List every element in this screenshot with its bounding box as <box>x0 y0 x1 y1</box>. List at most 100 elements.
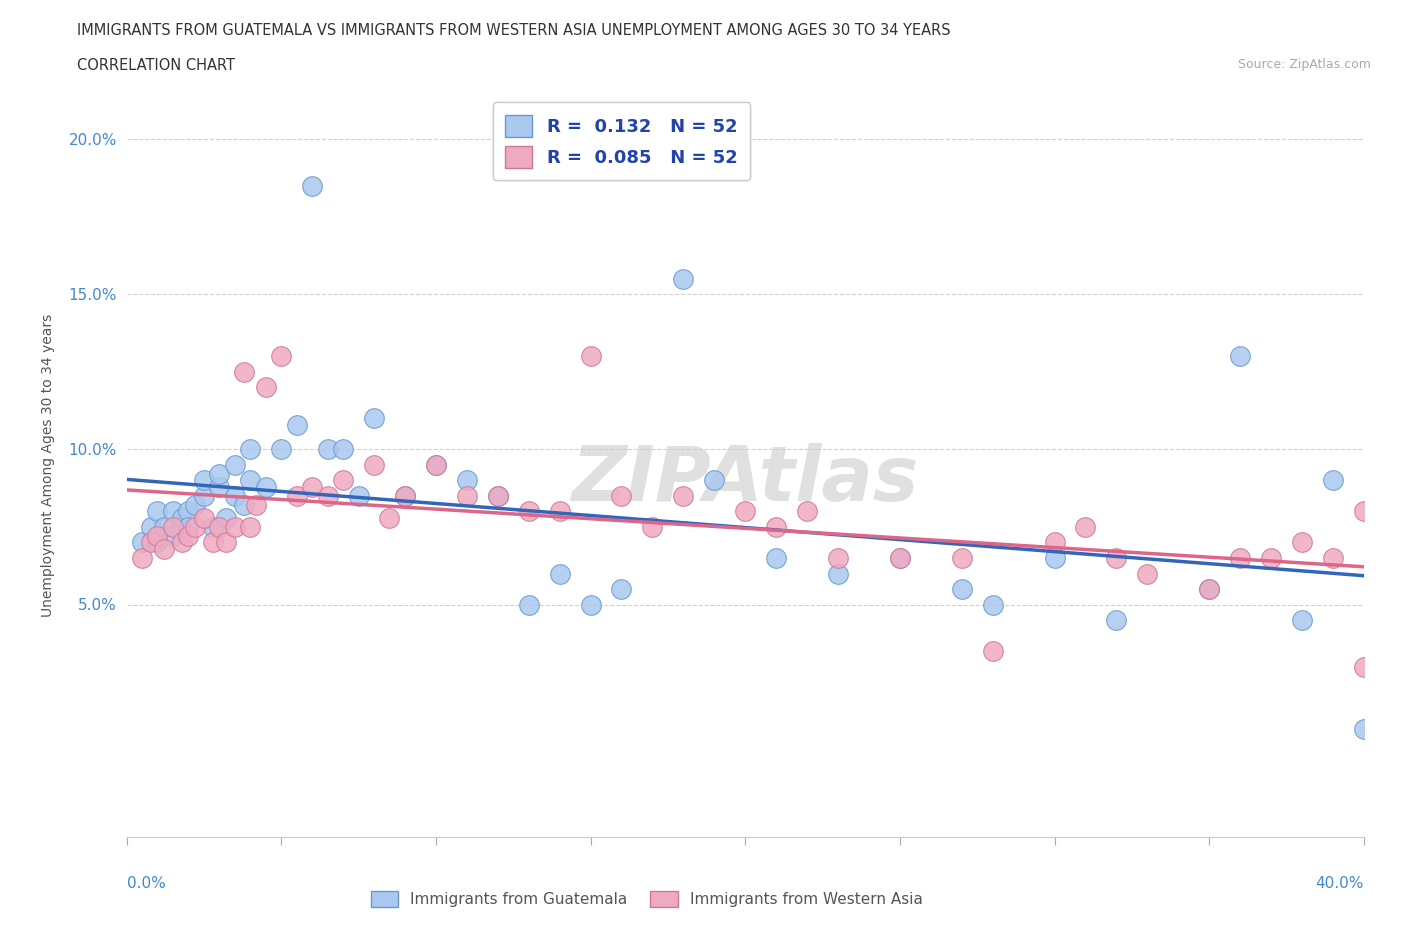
Point <box>672 272 695 286</box>
Point <box>1353 659 1375 674</box>
Point <box>889 551 911 565</box>
Point <box>233 365 256 379</box>
Point <box>796 504 818 519</box>
Point <box>889 551 911 565</box>
Point <box>1322 551 1344 565</box>
Point <box>765 520 787 535</box>
Point <box>162 504 184 519</box>
Point <box>827 566 849 581</box>
Point <box>1291 613 1313 628</box>
Point <box>131 535 153 550</box>
Point <box>202 535 225 550</box>
Point <box>1353 721 1375 736</box>
Point <box>765 551 787 565</box>
Point <box>1229 349 1251 364</box>
Legend: Immigrants from Guatemala, Immigrants from Western Asia: Immigrants from Guatemala, Immigrants fr… <box>364 884 929 913</box>
Point <box>172 535 194 550</box>
Point <box>316 442 339 457</box>
Point <box>1043 535 1066 550</box>
Point <box>131 551 153 565</box>
Point <box>193 511 215 525</box>
Point <box>183 498 205 512</box>
Point <box>363 458 385 472</box>
Point <box>394 488 416 503</box>
Point <box>394 488 416 503</box>
Point <box>347 488 370 503</box>
Point <box>517 504 540 519</box>
Point <box>1260 551 1282 565</box>
Point <box>332 442 354 457</box>
Point <box>177 504 200 519</box>
Y-axis label: Unemployment Among Ages 30 to 34 years: Unemployment Among Ages 30 to 34 years <box>41 313 55 617</box>
Point <box>270 442 292 457</box>
Point <box>1043 551 1066 565</box>
Point <box>146 535 169 550</box>
Point <box>332 473 354 488</box>
Point <box>270 349 292 364</box>
Point <box>239 473 262 488</box>
Point <box>202 520 225 535</box>
Point <box>214 511 236 525</box>
Point <box>548 504 571 519</box>
Point <box>208 520 231 535</box>
Point <box>672 488 695 503</box>
Point <box>1074 520 1097 535</box>
Point <box>152 520 174 535</box>
Point <box>172 511 194 525</box>
Point <box>456 473 478 488</box>
Point <box>425 458 447 472</box>
Point <box>285 488 308 503</box>
Text: ZIPAtlas: ZIPAtlas <box>571 443 920 517</box>
Point <box>486 488 509 503</box>
Point <box>224 458 246 472</box>
Point <box>950 551 973 565</box>
Point <box>224 488 246 503</box>
Point <box>183 520 205 535</box>
Point <box>641 520 664 535</box>
Point <box>579 349 602 364</box>
Point <box>208 479 231 494</box>
Point <box>141 520 163 535</box>
Point <box>146 529 169 544</box>
Point <box>827 551 849 565</box>
Point <box>214 535 236 550</box>
Text: Source: ZipAtlas.com: Source: ZipAtlas.com <box>1237 58 1371 71</box>
Point <box>981 644 1004 658</box>
Point <box>177 529 200 544</box>
Point <box>981 597 1004 612</box>
Point <box>1291 535 1313 550</box>
Point <box>254 380 277 395</box>
Point <box>734 504 756 519</box>
Point <box>378 511 401 525</box>
Point <box>950 581 973 596</box>
Point <box>301 479 323 494</box>
Point <box>285 418 308 432</box>
Point <box>1353 504 1375 519</box>
Text: 40.0%: 40.0% <box>1316 876 1364 891</box>
Point <box>425 458 447 472</box>
Point <box>610 581 633 596</box>
Text: CORRELATION CHART: CORRELATION CHART <box>77 58 235 73</box>
Point <box>245 498 267 512</box>
Point <box>177 520 200 535</box>
Point <box>703 473 725 488</box>
Point <box>579 597 602 612</box>
Point <box>141 535 163 550</box>
Point <box>301 179 323 193</box>
Point <box>1198 581 1220 596</box>
Point <box>610 488 633 503</box>
Point <box>517 597 540 612</box>
Point <box>193 488 215 503</box>
Text: IMMIGRANTS FROM GUATEMALA VS IMMIGRANTS FROM WESTERN ASIA UNEMPLOYMENT AMONG AGE: IMMIGRANTS FROM GUATEMALA VS IMMIGRANTS … <box>77 23 950 38</box>
Point <box>486 488 509 503</box>
Point <box>208 467 231 482</box>
Point <box>254 479 277 494</box>
Point <box>548 566 571 581</box>
Point <box>1229 551 1251 565</box>
Point <box>1105 551 1128 565</box>
Point <box>363 411 385 426</box>
Point <box>1322 473 1344 488</box>
Point <box>316 488 339 503</box>
Legend: R =  0.132   N = 52, R =  0.085   N = 52: R = 0.132 N = 52, R = 0.085 N = 52 <box>492 102 751 180</box>
Point <box>1198 581 1220 596</box>
